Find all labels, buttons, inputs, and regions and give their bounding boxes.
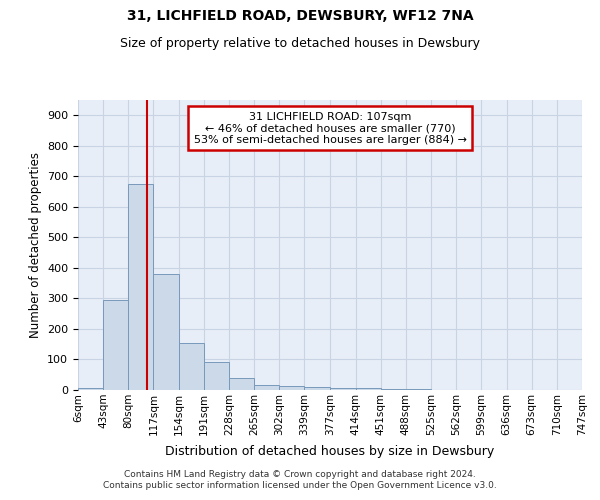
Bar bbox=[380, 389, 406, 390]
Text: 31 LICHFIELD ROAD: 107sqm
← 46% of detached houses are smaller (770)
53% of semi: 31 LICHFIELD ROAD: 107sqm ← 46% of detac… bbox=[193, 112, 467, 145]
Bar bbox=[331, 388, 356, 390]
Bar bbox=[154, 274, 179, 390]
Bar bbox=[254, 386, 280, 390]
Bar bbox=[356, 388, 380, 390]
Bar bbox=[229, 378, 254, 390]
Text: Size of property relative to detached houses in Dewsbury: Size of property relative to detached ho… bbox=[120, 38, 480, 51]
Text: Distribution of detached houses by size in Dewsbury: Distribution of detached houses by size … bbox=[166, 445, 494, 458]
Bar bbox=[179, 342, 204, 390]
Bar bbox=[280, 386, 304, 390]
Text: 31, LICHFIELD ROAD, DEWSBURY, WF12 7NA: 31, LICHFIELD ROAD, DEWSBURY, WF12 7NA bbox=[127, 9, 473, 23]
Bar bbox=[78, 388, 103, 390]
Bar bbox=[304, 387, 329, 390]
Bar bbox=[204, 362, 229, 390]
Text: Contains HM Land Registry data © Crown copyright and database right 2024.
Contai: Contains HM Land Registry data © Crown c… bbox=[103, 470, 497, 490]
Bar bbox=[128, 184, 154, 390]
Y-axis label: Number of detached properties: Number of detached properties bbox=[29, 152, 41, 338]
Bar bbox=[103, 300, 128, 390]
